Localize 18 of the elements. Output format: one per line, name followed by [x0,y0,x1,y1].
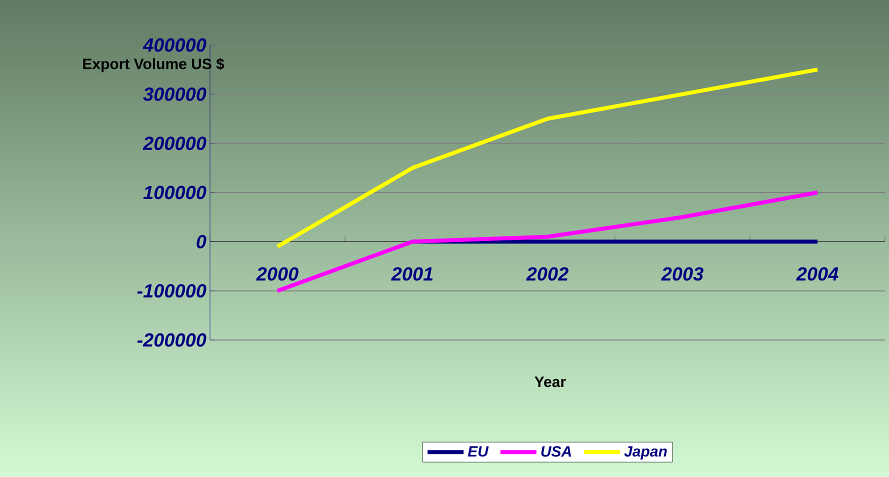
x-tick-label: 2000 [256,267,298,281]
x-axis-title: Year [534,376,566,388]
line-series [276,68,820,249]
y-tick-label: 200000 [142,136,206,150]
y-tick-label: 400000 [142,38,206,52]
x-tick-label: 2004 [796,267,838,281]
y-tick-label: -100000 [137,284,206,298]
y-tick-label: 0 [196,234,206,248]
y-axis-title: Export Volume US $ [83,58,224,72]
y-tick-label: -200000 [137,333,206,347]
x-tick-label: 2001 [391,267,433,281]
legend-label: USA [541,446,571,457]
x-tick-label: 2003 [661,267,704,281]
y-tick-label: 100000 [143,186,206,200]
x-tick-label: 2002 [526,267,568,281]
legend-label: EU [468,446,489,457]
y-tick-label: 300000 [143,87,206,101]
legend-label: Japan [624,446,667,460]
